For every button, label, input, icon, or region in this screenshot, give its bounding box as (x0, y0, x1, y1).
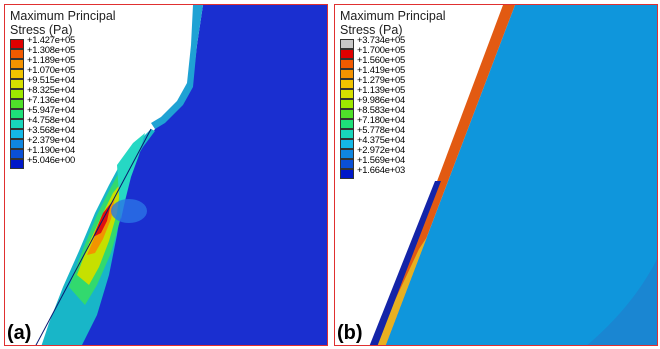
legend-label: +3.568e+04 (27, 124, 76, 135)
legend-label: +7.136e+04 (27, 94, 76, 105)
legend-label: +1.190e+04 (27, 144, 76, 155)
legend-a: Maximum Principal Stress (Pa) +1.427e+05… (10, 9, 116, 169)
legend-label: +1.560e+05 (357, 54, 406, 65)
legend-swatch (340, 139, 354, 149)
legend-label: +8.583e+04 (357, 104, 406, 115)
legend-swatch (340, 89, 354, 99)
legend-label: +1.189e+05 (27, 54, 76, 65)
legend-label: +9.515e+04 (27, 74, 76, 85)
panel-b: Maximum Principal Stress (Pa) +3.734e+05… (334, 4, 658, 346)
legend-swatch (10, 139, 24, 149)
stress-zone-cyan (117, 133, 145, 219)
legend-swatches (340, 39, 354, 179)
legend-labels: +1.427e+05 +1.308e+05 +1.189e+05 +1.070e+05… (27, 35, 75, 165)
legend-swatch (10, 149, 24, 159)
stress-contour-plot-b (369, 5, 657, 345)
legend-swatch (340, 129, 354, 139)
legend-label: +1.700e+05 (357, 44, 406, 55)
legend-label: +5.778e+04 (357, 124, 406, 135)
legend-label: +1.664e+03 (357, 164, 406, 175)
legend-swatch (340, 159, 354, 169)
legend-swatch (340, 169, 354, 179)
legend-swatches (10, 39, 24, 169)
legend-label: +1.279e+05 (357, 74, 406, 85)
legend-swatch (10, 59, 24, 69)
legend-label: +5.046e+00 (27, 154, 76, 165)
legend-title: Maximum Principal (340, 9, 446, 23)
legend-swatch (10, 129, 24, 139)
legend-swatch (340, 59, 354, 69)
legend-swatch (10, 159, 24, 169)
legend-swatch (340, 109, 354, 119)
legend-label: +4.375e+04 (357, 134, 406, 145)
orange-stripe (375, 5, 515, 345)
legend-label: +9.986e+04 (357, 94, 406, 105)
arc-region (587, 258, 657, 345)
legend-label: +1.427e+05 (27, 34, 76, 45)
legend-label: +1.139e+05 (357, 84, 406, 95)
legend-label: +1.070e+05 (27, 64, 76, 75)
panel-label-b: (b) (337, 322, 363, 344)
legend-swatch (340, 79, 354, 89)
legend-label: +2.379e+04 (27, 134, 76, 145)
legend-title: Maximum Principal (10, 9, 116, 23)
legend-swatch (340, 119, 354, 129)
legend-label: +3.734e+05 (357, 34, 406, 45)
legend-label: +8.325e+04 (27, 84, 76, 95)
body-region (385, 5, 657, 345)
legend-swatch (10, 89, 24, 99)
legend-swatch (340, 149, 354, 159)
dark-strip (369, 181, 441, 345)
legend-labels: +3.734e+05 +1.700e+05 +1.560e+05 +1.419e+05… (357, 35, 405, 175)
panel-label-a: (a) (7, 322, 32, 344)
legend-swatch (10, 69, 24, 79)
membrane-strip (151, 5, 203, 129)
legend-label: +7.180e+04 (357, 114, 406, 125)
legend-swatch (340, 69, 354, 79)
legend-label: +1.419e+05 (357, 64, 406, 75)
edge-line (35, 128, 152, 345)
stress-spot (111, 199, 147, 223)
panel-a: Maximum Principal Stress (Pa) +1.427e+05… (4, 4, 328, 346)
legend-swatch (10, 119, 24, 129)
legend-swatch (340, 49, 354, 59)
legend-swatch (340, 39, 354, 49)
legend-swatch (10, 109, 24, 119)
legend-label: +2.972e+04 (357, 144, 406, 155)
legend-swatch (10, 49, 24, 59)
legend-title-units: Stress (Pa) (10, 23, 73, 37)
legend-label: +1.308e+05 (27, 44, 76, 55)
legend-swatch (10, 39, 24, 49)
legend-label: +4.758e+04 (27, 114, 76, 125)
legend-label: +1.569e+04 (357, 154, 406, 165)
legend-b: Maximum Principal Stress (Pa) +3.734e+05… (340, 9, 446, 179)
legend-label: +5.947e+04 (27, 104, 76, 115)
body-region (41, 5, 327, 345)
legend-swatch (10, 99, 24, 109)
legend-title-units: Stress (Pa) (340, 23, 403, 37)
legend-swatch (10, 79, 24, 89)
legend-swatch (340, 99, 354, 109)
stress-contour-plot-a (35, 5, 327, 345)
